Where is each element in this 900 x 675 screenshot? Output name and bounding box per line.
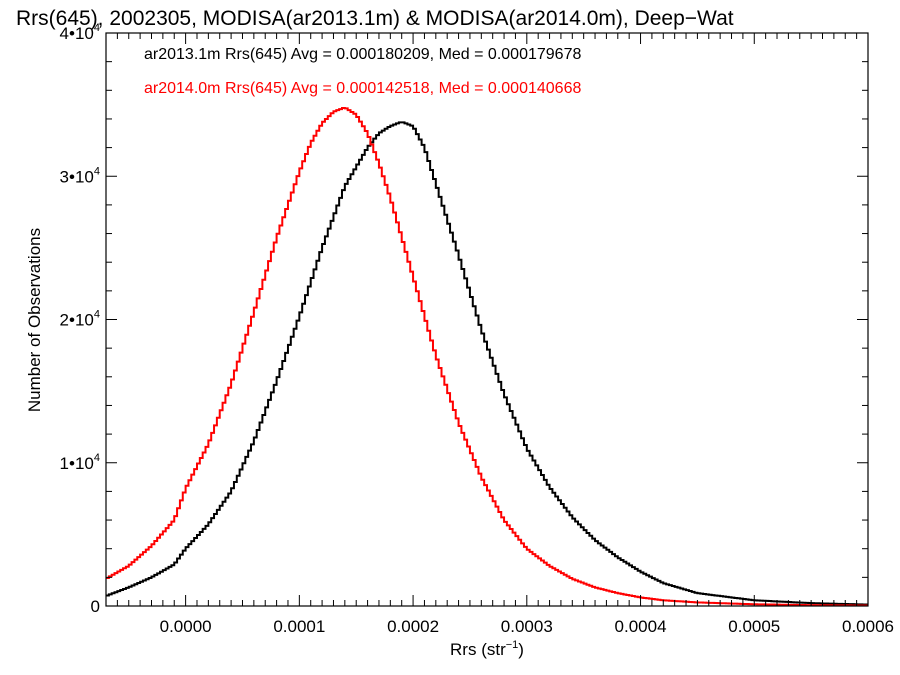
y-tick-label: 2•104 [60, 309, 100, 330]
x-axis-title: Rrs (str−1) [450, 639, 524, 659]
legend-entry-ar2014: ar2014.0m Rrs(645) Avg = 0.000142518, Me… [144, 80, 581, 97]
y-tick-label-mantissa: 3•10 [60, 167, 94, 186]
series-line-ar2014-0m [106, 107, 868, 607]
chart-title: Rrs(645), 2002305, MODISA(ar2013.1m) & M… [16, 7, 734, 30]
x-tick-label: 0.0000 [160, 617, 212, 636]
y-tick-label-mantissa: 1•10 [60, 454, 94, 473]
y-tick-label-mantissa: 2•10 [60, 311, 94, 330]
y-tick-label-exponent: 4 [94, 309, 100, 321]
y-tick-label-exponent: 4 [94, 452, 100, 464]
y-tick-label: 1•104 [60, 452, 100, 473]
y-tick-label-mantissa: 4•10 [60, 24, 94, 43]
x-axis-title-base: Rrs (str [450, 640, 506, 659]
x-tick-label: 0.0002 [387, 617, 439, 636]
x-axis: 0.0000 0.0001 0.0002 0.0003 0.0004 0.0005 0.00… [105, 33, 894, 636]
y-axis-title: Number of Observations [25, 228, 44, 412]
series-layer [106, 107, 868, 607]
x-tick-label: 0.0005 [728, 617, 780, 636]
y-tick-label: 3•104 [60, 165, 100, 186]
series-line-ar2013-1m [106, 121, 868, 606]
plot-frame [105, 32, 869, 607]
y-tick-label: 4•104 [60, 22, 100, 43]
x-axis-title-sup: −1 [506, 639, 519, 651]
x-axis-title-close: ) [518, 640, 524, 659]
x-tick-label: 0.0001 [273, 617, 325, 636]
y-tick-label-exponent: 4 [94, 165, 100, 177]
x-tick-label: 0.0003 [501, 617, 553, 636]
y-tick-label-exponent: 4 [94, 22, 100, 34]
y-tick-label: 0 [91, 597, 100, 616]
legend-entry-ar2013: ar2013.1m Rrs(645) Avg = 0.000180209, Me… [144, 46, 581, 63]
y-tick-label-mantissa: 0 [91, 597, 100, 616]
x-tick-label: 0.0006 [842, 617, 894, 636]
x-tick-label: 0.0004 [615, 617, 667, 636]
